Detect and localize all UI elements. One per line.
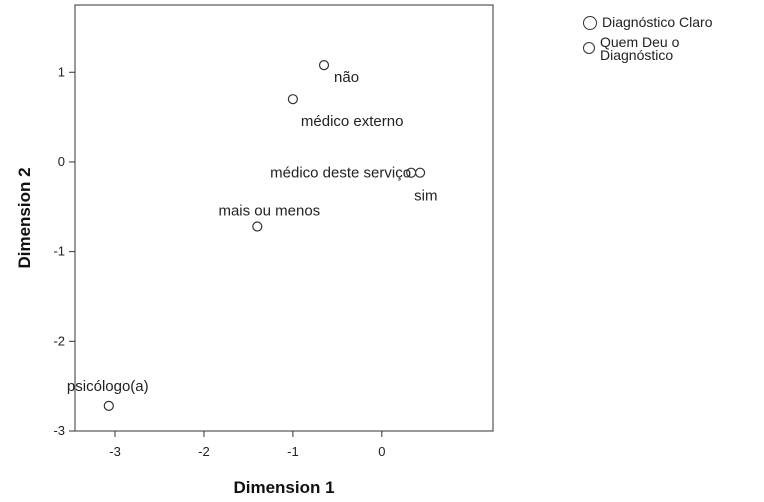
data-points [103,59,426,411]
data-point [287,94,298,105]
x-tick-label: 0 [378,444,385,459]
data-point [252,221,263,232]
y-tick-label: -1 [53,244,65,259]
y-tick-label: -3 [53,423,65,438]
circle-marker-icon [583,16,597,30]
legend-item-quem-deu-o-diagnostico: Quem Deu o Diagnóstico [583,34,763,62]
legend-label: Diagnóstico Claro [602,14,713,30]
x-axis-title: Dimension 1 [233,478,334,497]
y-tick-label: 0 [58,154,65,169]
plot-frame [74,4,494,432]
data-point [103,400,114,411]
point-label: psicólogo(a) [67,378,149,395]
point-label: não [334,69,359,86]
legend-label: Quem Deu o Diagnóstico [600,34,680,63]
legend: Diagnóstico Claro Quem Deu o Diagnóstico [583,14,763,66]
circle-marker-icon [583,42,595,54]
y-tick-label: 1 [58,64,65,79]
x-tick-label: -2 [198,444,210,459]
point-label: médico deste serviço [270,165,411,182]
point-label: mais ou menos [218,203,320,220]
x-tick-label: -1 [287,444,299,459]
y-axis-ticks: 1 0 -1 -2 -3 [53,64,75,438]
point-labels: não sim mais ou menos médico externo médico … [67,69,438,395]
point-label: médico externo [301,113,404,130]
x-axis-ticks: -3 -2 -1 0 [109,431,385,459]
data-point [318,59,330,71]
point-label: sim [414,188,437,205]
x-tick-label: -3 [109,444,121,459]
legend-item-diagnostico-claro: Diagnóstico Claro [583,14,763,30]
y-axis-title: Dimension 2 [15,167,34,268]
data-point [414,167,426,178]
y-tick-label: -2 [53,333,65,348]
